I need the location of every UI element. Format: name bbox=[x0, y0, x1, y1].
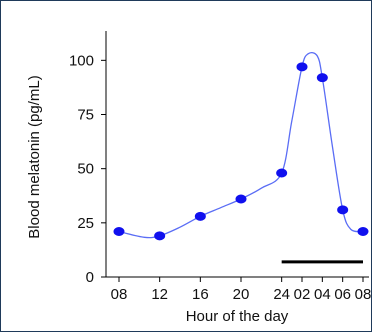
axes bbox=[105, 31, 369, 278]
x-axis-label: Hour of the day bbox=[186, 308, 289, 325]
data-point bbox=[194, 211, 206, 221]
x-tick-label: 24 bbox=[273, 286, 290, 303]
x-tick-label: 02 bbox=[294, 286, 311, 303]
x-ticks: 08 12 16 20 24 02 04 06 08 bbox=[111, 277, 371, 303]
data-point bbox=[276, 168, 288, 178]
y-ticks: 0 25 50 75 100 bbox=[69, 52, 106, 286]
x-tick-label: 08 bbox=[355, 286, 371, 303]
y-tick-label: 0 bbox=[86, 269, 94, 286]
data-point bbox=[235, 194, 247, 204]
data-point bbox=[337, 205, 349, 215]
x-tick-label: 04 bbox=[314, 286, 331, 303]
y-axis-label: Blood melatonin (pg/mL) bbox=[26, 75, 43, 238]
y-tick-label: 25 bbox=[77, 215, 94, 232]
data-markers bbox=[113, 62, 369, 241]
series-line bbox=[118, 52, 364, 239]
x-tick-label: 16 bbox=[192, 286, 209, 303]
x-tick-label: 12 bbox=[151, 286, 168, 303]
data-point bbox=[296, 62, 308, 72]
y-tick-label: 75 bbox=[77, 107, 94, 124]
x-tick-label: 20 bbox=[233, 286, 250, 303]
y-tick-label: 50 bbox=[77, 161, 94, 178]
data-point bbox=[113, 227, 125, 236]
x-tick-label: 06 bbox=[334, 286, 351, 303]
data-point bbox=[316, 73, 328, 83]
y-tick-label: 100 bbox=[69, 52, 94, 69]
x-tick-label: 08 bbox=[111, 286, 128, 303]
data-point bbox=[357, 227, 369, 236]
data-point bbox=[154, 231, 166, 241]
